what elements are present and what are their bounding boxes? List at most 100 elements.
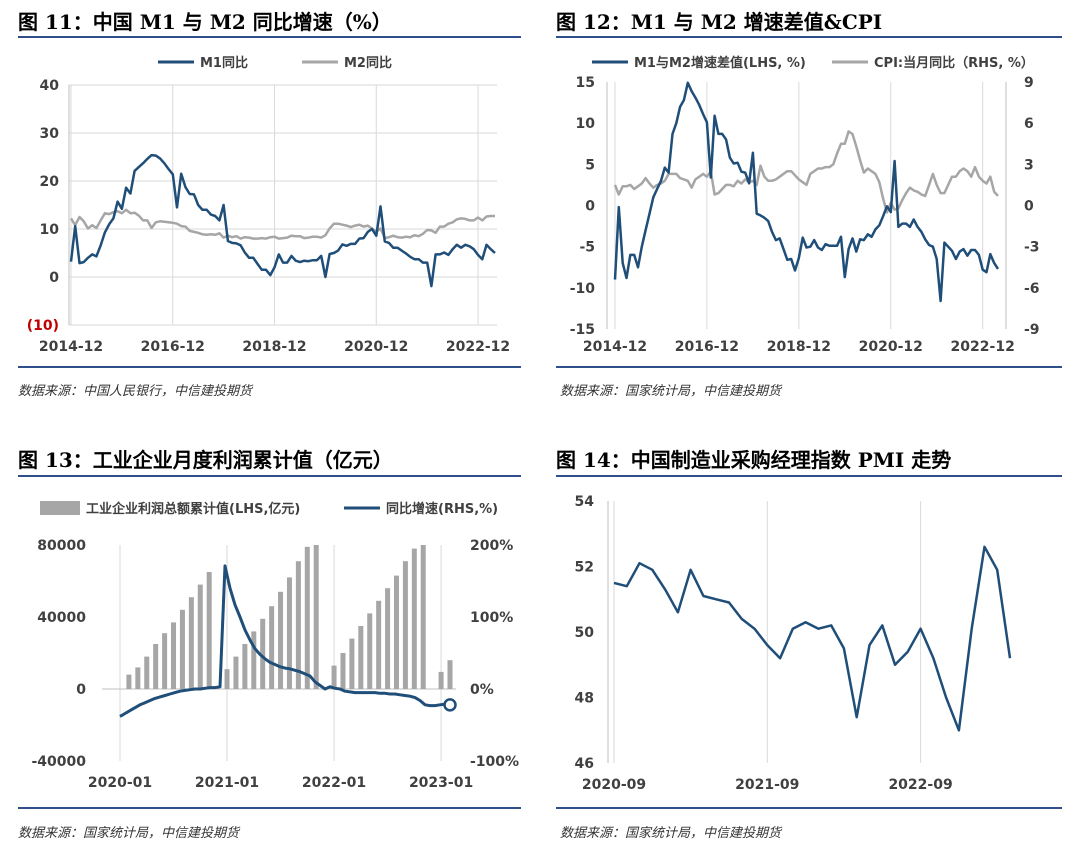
y-left-tick-label: 15	[576, 75, 595, 91]
profit-bar	[376, 600, 382, 689]
chart-11-title: 图 11：中国 M1 与 M2 同比增速（%）	[18, 10, 392, 34]
m1-yoy-line	[69, 153, 496, 288]
profit-bar	[135, 667, 141, 689]
cpi-yoy-line	[613, 130, 999, 214]
y-right-tick-label: 9	[1024, 75, 1034, 91]
y-right-tick-label: -100%	[470, 754, 519, 770]
y-tick-label: 30	[40, 126, 60, 142]
y-left-tick-label: 5	[585, 157, 595, 173]
profit-bar	[358, 626, 364, 689]
last-point-marker	[443, 698, 457, 712]
profit-bar	[447, 660, 453, 689]
chart-14-title: 图 14：中国制造业采购经理指数 PMI 走势	[556, 448, 952, 472]
profit-bar	[233, 656, 239, 689]
x-tick-label: 2014-12	[39, 339, 103, 355]
x-tick-label: 2022-12	[951, 339, 1015, 355]
chart-13-top-rule	[18, 475, 521, 477]
profit-bar	[260, 618, 266, 689]
profit-bar	[438, 671, 444, 689]
profit-bar	[188, 597, 194, 689]
chart-11-source: 数据来源：中国人民银行，中信建投期货	[18, 384, 253, 399]
profit-bar	[206, 572, 212, 689]
profit-bar	[286, 577, 292, 689]
x-tick-label: 2018-12	[767, 339, 831, 355]
profit-bar	[331, 665, 337, 689]
chart-11-bottom-rule	[18, 366, 521, 368]
profit-bar	[179, 609, 185, 689]
x-tick-label: 2021-01	[195, 775, 259, 791]
y-tick-label: 0	[49, 270, 59, 286]
x-tick-label: 2020-12	[344, 339, 408, 355]
legend-gap-label: M1与M2增速差值(LHS, %)	[634, 55, 806, 71]
y-right-tick-label: 0%	[470, 682, 494, 698]
legend-bar-swatch	[40, 501, 80, 515]
y-left-tick-label: -10	[570, 281, 596, 297]
y-left-tick-label: -5	[579, 240, 595, 256]
chart-13-bottom-rule	[18, 807, 521, 809]
profit-bar	[197, 584, 203, 689]
y-tick-label: 20	[40, 174, 60, 190]
x-tick-label: 2016-12	[675, 339, 739, 355]
profit-bar	[144, 656, 150, 689]
profit-bar	[251, 631, 257, 689]
x-tick-label: 2020-09	[582, 777, 646, 793]
y-right-tick-label: -6	[1024, 281, 1040, 297]
x-tick-label: 2014-12	[583, 339, 647, 355]
legend-m2-label: M2同比	[344, 55, 392, 71]
profit-bar	[393, 575, 399, 689]
chart-12-bottom-rule	[556, 366, 1062, 368]
profit-bar	[340, 653, 346, 689]
y-right-tick-label: -3	[1024, 240, 1040, 256]
chart-11-top-rule	[18, 36, 521, 38]
x-tick-label: 2016-12	[141, 339, 205, 355]
x-tick-label: 2020-01	[88, 775, 152, 791]
y-tick-label: 46	[575, 756, 594, 772]
y-right-tick-label: 0	[1024, 199, 1034, 215]
chart-13-industrial-profit: 80000 40000 0 -40000 200% 100% 0% -100% 2020-01 2…	[31, 501, 519, 791]
y-right-tick-label: 3	[1024, 157, 1034, 173]
m1-m2-gap-line	[613, 81, 1000, 303]
y-left-tick-label: 40000	[37, 610, 86, 626]
profit-bar	[153, 644, 159, 689]
y-left-tick-label: -15	[570, 322, 595, 338]
profit-bar	[224, 669, 230, 689]
y-tick-label: 50	[575, 625, 595, 641]
x-tick-label: 2018-12	[242, 339, 306, 355]
profit-bar	[313, 545, 319, 689]
chart-14-top-rule	[556, 475, 1062, 477]
chart-12-top-rule	[556, 36, 1062, 38]
profit-bar	[242, 644, 248, 689]
y-left-tick-label: 0	[585, 199, 595, 215]
pmi-line	[613, 545, 1012, 732]
y-left-tick-label: 0	[76, 682, 86, 698]
x-tick-label: 2021-09	[735, 777, 799, 793]
profit-bar	[269, 606, 275, 689]
chart-14-source: 数据来源：国家统计局，中信建投期货	[560, 826, 782, 841]
profit-bar	[420, 545, 426, 689]
legend-yoy-label: 同比增速(RHS,%)	[386, 501, 498, 517]
y-tick-label: 54	[575, 494, 595, 510]
chart-12-title: 图 12：M1 与 M2 增速差值&CPI	[556, 10, 883, 34]
x-tick-label: 2022-12	[446, 339, 510, 355]
profit-bar	[171, 622, 177, 689]
y-right-tick-label: -9	[1024, 322, 1040, 338]
y-tick-label: 40	[40, 78, 60, 94]
y-left-tick-label: -40000	[31, 754, 86, 770]
y-tick-label: 10	[40, 222, 60, 238]
profit-bar	[304, 546, 310, 689]
y-left-tick-label: 80000	[37, 538, 86, 554]
y-tick-label: 52	[575, 560, 594, 576]
chart-13-source: 数据来源：国家统计局，中信建投期货	[18, 826, 240, 841]
x-tick-label: 2022-01	[302, 775, 366, 791]
y-right-tick-label: 200%	[470, 538, 513, 554]
chart-14-bottom-rule	[556, 807, 1062, 809]
chart-14-pmi: 54 52 50 48 46 2020-09 2021-09 2022-09	[575, 494, 1012, 793]
profit-bar	[385, 588, 391, 689]
x-tick-label: 2022-09	[888, 777, 952, 793]
profit-yoy-line	[119, 564, 451, 718]
profit-bar	[126, 674, 132, 689]
x-tick-label: 2020-12	[859, 339, 923, 355]
profit-bar	[411, 548, 417, 689]
y-right-tick-label: 100%	[470, 610, 513, 626]
profit-bar	[349, 638, 355, 689]
